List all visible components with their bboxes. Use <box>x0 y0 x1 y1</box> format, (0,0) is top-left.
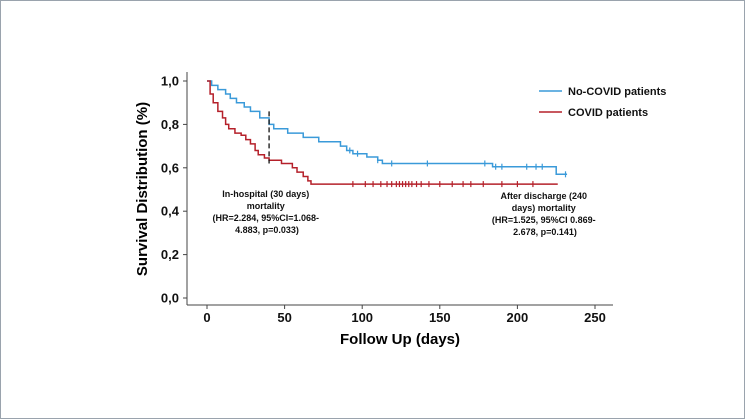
series-line-covid <box>207 80 558 185</box>
x-tick-label: 100 <box>351 310 373 325</box>
series-layer <box>207 80 568 188</box>
x-tick-label: 50 <box>277 310 291 325</box>
x-tick-label: 200 <box>507 310 529 325</box>
legend: No-COVID patients COVID patients <box>539 86 666 119</box>
y-tick-label: 0,8 <box>161 117 179 132</box>
after-discharge-annotation-line-2: days) mortality <box>512 203 576 213</box>
in-hospital-annotation-line-4: 4.883, p=0.033) <box>235 225 299 235</box>
series-line-no-covid <box>207 80 568 176</box>
y-tick-label: 0,4 <box>161 204 180 219</box>
x-tick-label: 250 <box>584 310 606 325</box>
x-tick-label: 0 <box>203 310 210 325</box>
legend-label-covid: COVID patients <box>568 107 648 119</box>
after-discharge-annotation-line-4: 2.678, p=0.141) <box>513 227 577 237</box>
x-tick-label: 150 <box>429 310 451 325</box>
y-tick-label: 0,0 <box>161 291 179 306</box>
after-discharge-annotation-line-3: (HR=1.525, 95%CI 0.869- <box>492 215 596 225</box>
legend-label-no-covid: No-COVID patients <box>568 86 666 98</box>
y-tick-label: 0,6 <box>161 160 179 175</box>
in-hospital-annotation-line-1: In-hospital (30 days) <box>222 189 309 199</box>
x-ticks: 0 50 100 150 200 250 <box>203 305 606 325</box>
x-axis-title: Follow Up (days) <box>340 331 460 348</box>
y-tick-label: 0,2 <box>161 247 179 262</box>
y-tick-label: 1,0 <box>161 74 179 89</box>
after-discharge-annotation-line-1: After discharge (240 <box>500 191 587 201</box>
after-discharge-annotation: After discharge (240 days) mortality (HR… <box>492 191 598 237</box>
in-hospital-annotation-line-2: mortality <box>247 201 285 211</box>
y-axis-title: Survival Distribution (%) <box>134 102 151 276</box>
y-ticks: 0,0 0,2 0,4 0,6 0,8 1,0 <box>161 74 187 306</box>
in-hospital-annotation: In-hospital (30 days) mortality (HR=2.28… <box>212 189 321 235</box>
in-hospital-annotation-line-3: (HR=2.284, 95%CI=1.068- <box>212 213 319 223</box>
